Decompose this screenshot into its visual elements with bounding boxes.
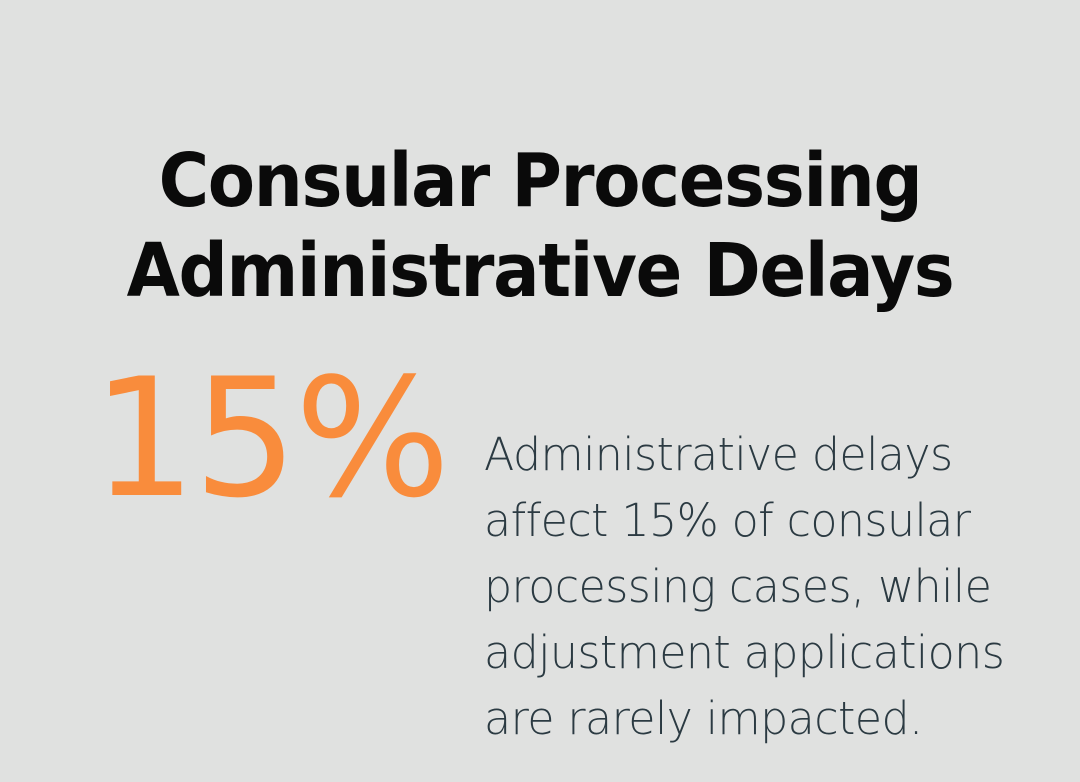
stat-value: 15% xyxy=(92,343,451,534)
statistic-row: 15% Administrative delays affect 15% of … xyxy=(0,343,1080,746)
stat-description: Administrative delays affect 15% of cons… xyxy=(484,428,1005,745)
page-title: Consular Processing Administrative Delay… xyxy=(126,137,955,314)
